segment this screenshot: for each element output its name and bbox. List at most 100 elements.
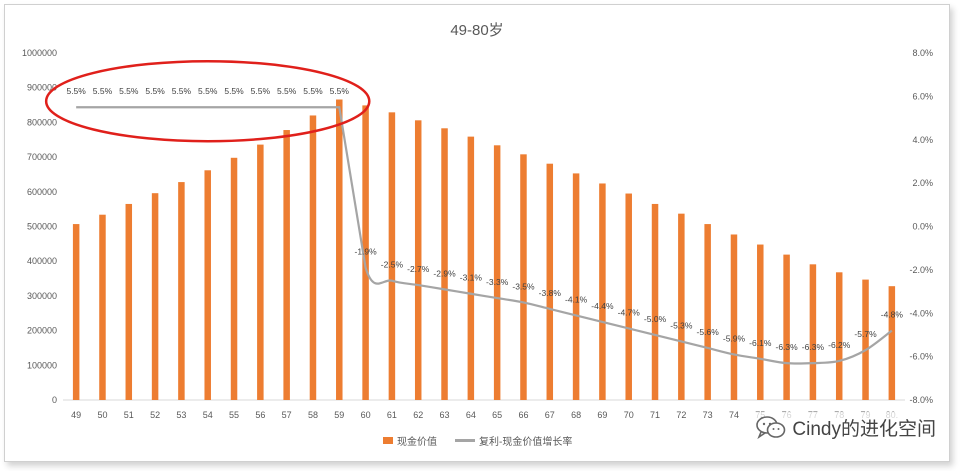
line-data-label: -4.8%	[881, 310, 904, 320]
axes: 0100000200000300000400000500000600000700…	[22, 48, 933, 420]
x-tick-label: 62	[413, 410, 423, 420]
line-data-label: -3.5%	[512, 281, 535, 291]
y-right-tick-label: -8.0%	[909, 395, 933, 405]
x-tick-label: 70	[624, 410, 634, 420]
y-right-tick-label: 4.0%	[912, 135, 933, 145]
x-tick-label: 60	[361, 410, 371, 420]
line-data-label: -5.3%	[670, 320, 693, 330]
line-data-label: -6.1%	[749, 338, 772, 348]
x-tick-label: 72	[676, 410, 686, 420]
bar	[72, 224, 80, 400]
line-data-label: -6.3%	[802, 342, 825, 352]
y-right-tick-label: -2.0%	[909, 265, 933, 275]
line-data-label: 5.5%	[119, 86, 139, 96]
x-tick-label: 50	[97, 410, 107, 420]
bar	[520, 154, 527, 400]
bar	[414, 120, 422, 401]
line-series	[76, 106, 893, 365]
x-tick-label: 64	[466, 410, 476, 420]
line-data-label: -5.7%	[854, 329, 877, 339]
line-data-label: -3.8%	[539, 288, 562, 298]
line-data-label: -5.6%	[697, 327, 720, 337]
line-data-label: 5.5%	[93, 86, 113, 96]
bar	[441, 128, 448, 400]
bar	[309, 115, 317, 401]
x-tick-label: 74	[729, 410, 739, 420]
x-tick-label: 65	[492, 410, 502, 420]
line-data-label: -3.3%	[486, 277, 509, 287]
bar	[283, 130, 290, 400]
bar	[730, 234, 738, 400]
bar	[704, 224, 711, 400]
legend-label-bar: 现金价值	[397, 437, 437, 448]
line-data-label: -2.7%	[407, 264, 430, 274]
x-tick-label: 56	[255, 410, 265, 420]
bar	[572, 173, 580, 400]
x-tick-label: 71	[650, 410, 660, 420]
bar	[678, 213, 685, 400]
line-data-label: -1.9%	[354, 247, 377, 257]
line-data-label: 5.5%	[172, 86, 192, 96]
x-tick-label: 73	[703, 410, 713, 420]
bar	[625, 193, 632, 400]
line-data-label: 5.5%	[66, 86, 86, 96]
highlight-ellipse	[44, 59, 371, 143]
bar	[862, 279, 869, 400]
bar	[493, 145, 501, 400]
x-tick-label: 63	[440, 410, 450, 420]
annotations	[44, 59, 371, 143]
bar	[336, 99, 343, 401]
line-data-label: -4.7%	[618, 307, 641, 317]
bar	[99, 214, 106, 400]
line-data-label: -2.9%	[433, 268, 456, 278]
line-data-label: 5.5%	[145, 86, 165, 96]
line-data-label: 5.5%	[224, 86, 244, 96]
y-left-tick-label: 0	[52, 395, 57, 405]
watermark-text: Cindy的进化空间	[792, 419, 936, 440]
bar	[546, 163, 554, 400]
line-data-label: 5.5%	[198, 86, 218, 96]
bar	[125, 203, 133, 400]
growth-rate-line	[76, 106, 893, 365]
x-tick-label: 54	[203, 410, 213, 420]
legend-label-line: 复利-现金价值增长率	[479, 437, 573, 448]
x-tick-label: 49	[71, 410, 81, 420]
line-data-label: 5.5%	[277, 86, 297, 96]
x-tick-label: 55	[229, 410, 239, 420]
y-left-tick-label: 900000	[27, 83, 57, 93]
line-data-label: -3.1%	[460, 273, 483, 283]
y-right-tick-label: -4.0%	[909, 308, 933, 318]
line-data-label: -2.5%	[381, 260, 404, 270]
bar	[388, 112, 396, 400]
y-right-tick-label: -6.0%	[909, 352, 933, 362]
line-data-label: 5.5%	[303, 86, 323, 96]
watermark: Cindy的进化空间	[752, 412, 940, 443]
y-left-tick-label: 1000000	[22, 48, 57, 58]
wechat-icon	[756, 415, 786, 439]
chart-title: 49-80岁	[450, 22, 504, 39]
data-labels: 5.5% 5.5% 5.5% 5.5% 5.5% 5.5% 5.5% 5.5% 5.5% 5.5%…	[66, 86, 903, 352]
bar	[178, 182, 185, 400]
x-tick-label: 58	[308, 410, 318, 420]
bar	[599, 183, 606, 400]
y-left-tick-label: 600000	[27, 187, 57, 197]
bar	[651, 203, 659, 400]
x-tick-label: 66	[518, 410, 528, 420]
x-tick-label: 51	[124, 410, 134, 420]
x-tick-label: 59	[334, 410, 344, 420]
y-left-tick-label: 200000	[27, 326, 57, 336]
combo-chart: 0100000200000300000400000500000600000700…	[22, 48, 933, 420]
line-data-label: -4.4%	[591, 301, 614, 311]
line-data-label: 5.5%	[330, 86, 350, 96]
x-tick-label: 52	[150, 410, 160, 420]
line-data-label: -6.3%	[775, 342, 798, 352]
y-left-tick-label: 500000	[27, 222, 57, 232]
y-left-tick-label: 400000	[27, 256, 57, 266]
line-data-label: 5.5%	[251, 86, 271, 96]
line-data-label: -5.9%	[723, 333, 746, 343]
legend-swatch-bar	[383, 437, 393, 444]
bar	[888, 286, 896, 400]
bar	[835, 272, 843, 400]
line-data-label: -6.2%	[828, 340, 851, 350]
y-right-tick-label: 6.0%	[912, 91, 933, 101]
